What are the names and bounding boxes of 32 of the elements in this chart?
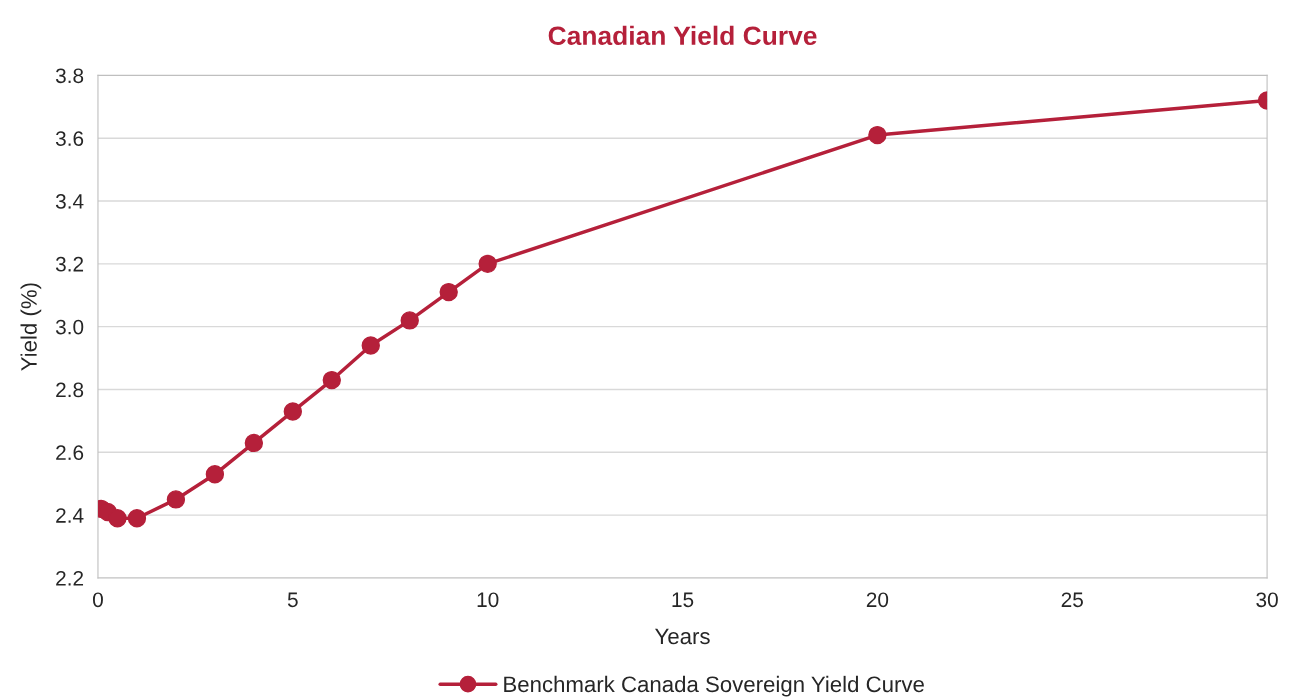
point bbox=[244, 433, 264, 453]
x-tick-label: 10 bbox=[477, 592, 499, 608]
point bbox=[478, 254, 497, 274]
legend-label: Benchmark Canada Sovereign Yield Curve bbox=[504, 675, 924, 697]
x-tick-label: 25 bbox=[1061, 592, 1083, 608]
point bbox=[108, 509, 127, 528]
point bbox=[439, 282, 458, 302]
x-tick-label: 30 bbox=[1256, 592, 1278, 608]
x-tick-label: 15 bbox=[672, 592, 694, 608]
point bbox=[166, 490, 186, 509]
point bbox=[322, 370, 341, 390]
y-tick-label: 3.8 bbox=[55, 68, 84, 84]
y-tick-label: 3.0 bbox=[55, 319, 84, 335]
x-axis-title: Years bbox=[655, 628, 710, 645]
y-tick-label: 2.2 bbox=[56, 570, 84, 586]
y-tick-label: 2.6 bbox=[56, 445, 84, 461]
point bbox=[361, 336, 380, 355]
x-tick-label: 20 bbox=[866, 592, 889, 608]
x-tick-label: 5 bbox=[287, 592, 298, 608]
chart-title: Canadian Yield Curve bbox=[548, 25, 817, 46]
y-tick-label: 3.2 bbox=[55, 256, 84, 272]
y-tick-label: 2.8 bbox=[56, 382, 84, 398]
point bbox=[400, 311, 419, 330]
x-tick-label: 0 bbox=[92, 592, 103, 608]
point bbox=[283, 402, 302, 421]
y-axis-title: Yield (%) bbox=[20, 283, 42, 371]
y-tick-label: 3.6 bbox=[55, 131, 84, 146]
y-tick-label: 2.4 bbox=[56, 508, 84, 523]
point bbox=[868, 125, 887, 145]
point bbox=[205, 465, 225, 484]
y-tick-label: 3.4 bbox=[55, 194, 84, 209]
point bbox=[127, 509, 147, 528]
